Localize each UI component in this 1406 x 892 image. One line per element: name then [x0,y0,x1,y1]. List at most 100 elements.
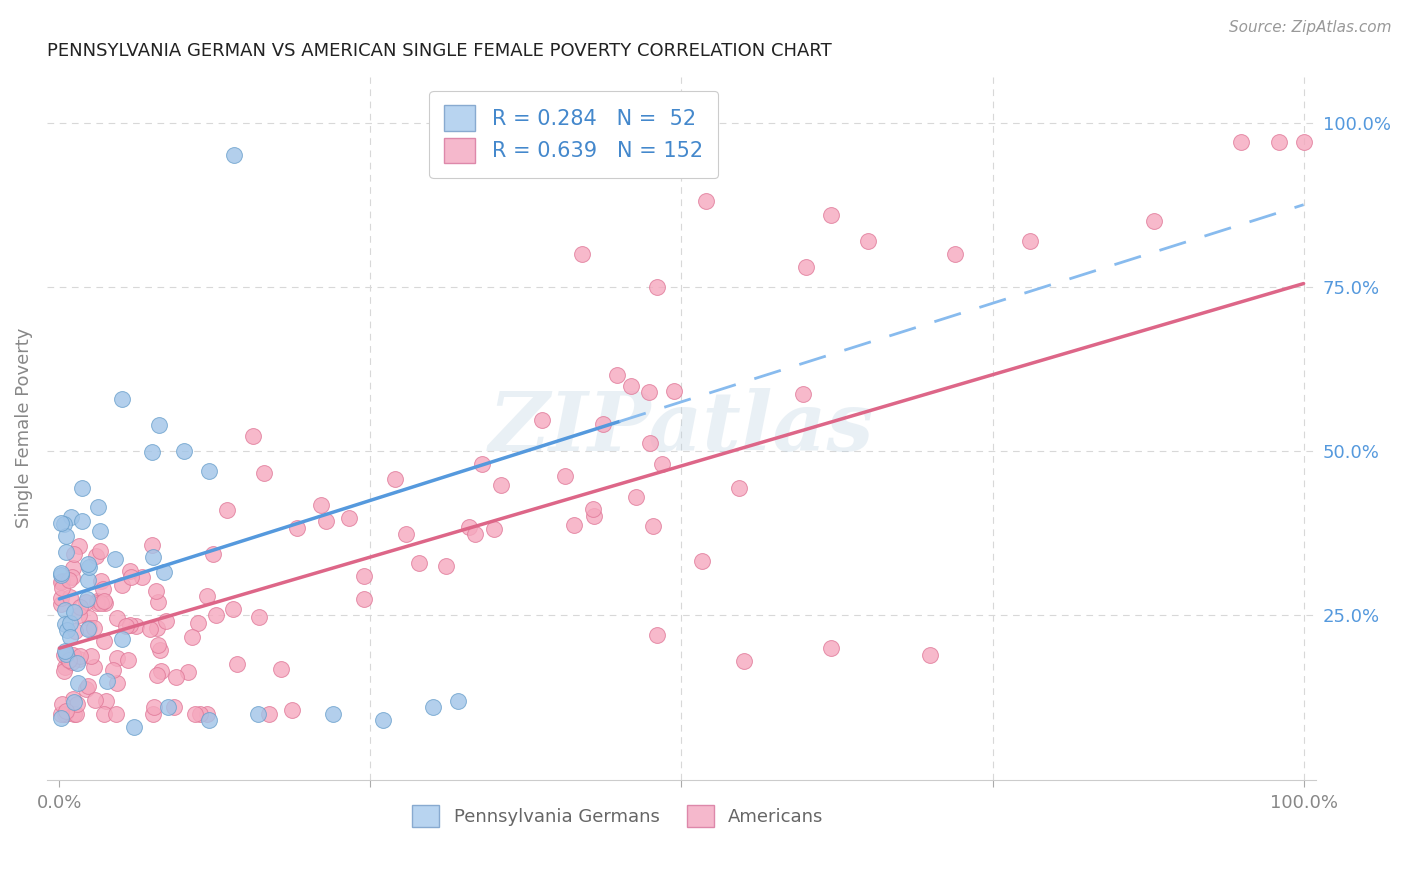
Point [91,582,114,596]
Point [592,417,614,432]
Point [143,700,166,714]
Point [51,574,73,588]
Point [77,558,100,572]
Point [384,472,406,486]
Point [131,570,153,584]
Point [531,413,554,427]
Point [49,516,72,530]
Point [101,664,124,678]
Point [122,720,145,734]
Point [138,622,160,636]
Point [105,610,128,624]
Point [285,521,308,535]
Point [562,518,585,533]
Point [322,706,344,721]
Point [53,516,76,531]
Point [80,648,103,663]
Point [337,511,360,525]
Point [117,653,139,667]
Point [66,656,89,670]
Point [733,654,755,668]
Point [76,573,98,587]
Point [72,515,94,529]
Point [62,605,84,619]
Point [820,208,842,222]
Point [187,615,209,630]
Point [125,618,148,632]
Point [155,614,177,628]
Point [197,714,219,728]
Point [93,594,115,608]
Point [120,570,142,584]
Point [67,652,90,666]
Point [943,247,966,261]
Point [53,644,76,658]
Point [89,524,111,538]
Point [222,602,245,616]
Point [53,660,76,674]
Point [247,706,270,721]
Point [197,464,219,478]
Point [794,260,817,274]
Point [163,700,186,714]
Point [1230,136,1253,150]
Point [149,643,172,657]
Point [49,591,72,606]
Point [49,597,72,611]
Point [60,655,83,669]
Point [225,657,247,671]
Point [645,628,668,642]
Text: ZIPatlas: ZIPatlas [489,388,875,468]
Point [63,706,86,721]
Point [59,630,82,644]
Point [83,621,105,635]
Point [464,526,486,541]
Point [142,549,165,564]
Point [76,679,98,693]
Point [69,648,91,663]
Point [571,247,593,261]
Point [51,581,73,595]
Point [110,392,132,406]
Point [662,384,685,399]
Point [62,692,84,706]
Point [195,706,218,721]
Point [1292,136,1315,150]
Point [55,624,77,638]
Point [93,706,115,721]
Point [1018,234,1040,248]
Point [58,653,80,667]
Point [63,547,86,561]
Point [51,697,73,711]
Point [792,386,814,401]
Point [148,417,170,432]
Legend: Pennsylvania Germans, Americans: Pennsylvania Germans, Americans [405,797,831,834]
Text: Source: ZipAtlas.com: Source: ZipAtlas.com [1229,20,1392,35]
Point [145,584,167,599]
Point [620,378,643,392]
Point [624,491,647,505]
Point [150,664,173,678]
Point [77,623,100,637]
Point [111,578,134,592]
Point [55,704,77,718]
Point [53,617,76,632]
Point [695,194,717,209]
Point [482,522,505,536]
Point [59,510,82,524]
Point [55,545,77,559]
Point [59,616,82,631]
Point [205,607,228,622]
Point [60,570,83,584]
Point [51,566,73,580]
Point [75,595,97,609]
Point [53,602,76,616]
Point [142,706,165,721]
Point [146,621,169,635]
Point [118,564,141,578]
Point [252,466,274,480]
Point [146,595,169,609]
Point [141,444,163,458]
Point [728,481,751,495]
Point [183,706,205,721]
